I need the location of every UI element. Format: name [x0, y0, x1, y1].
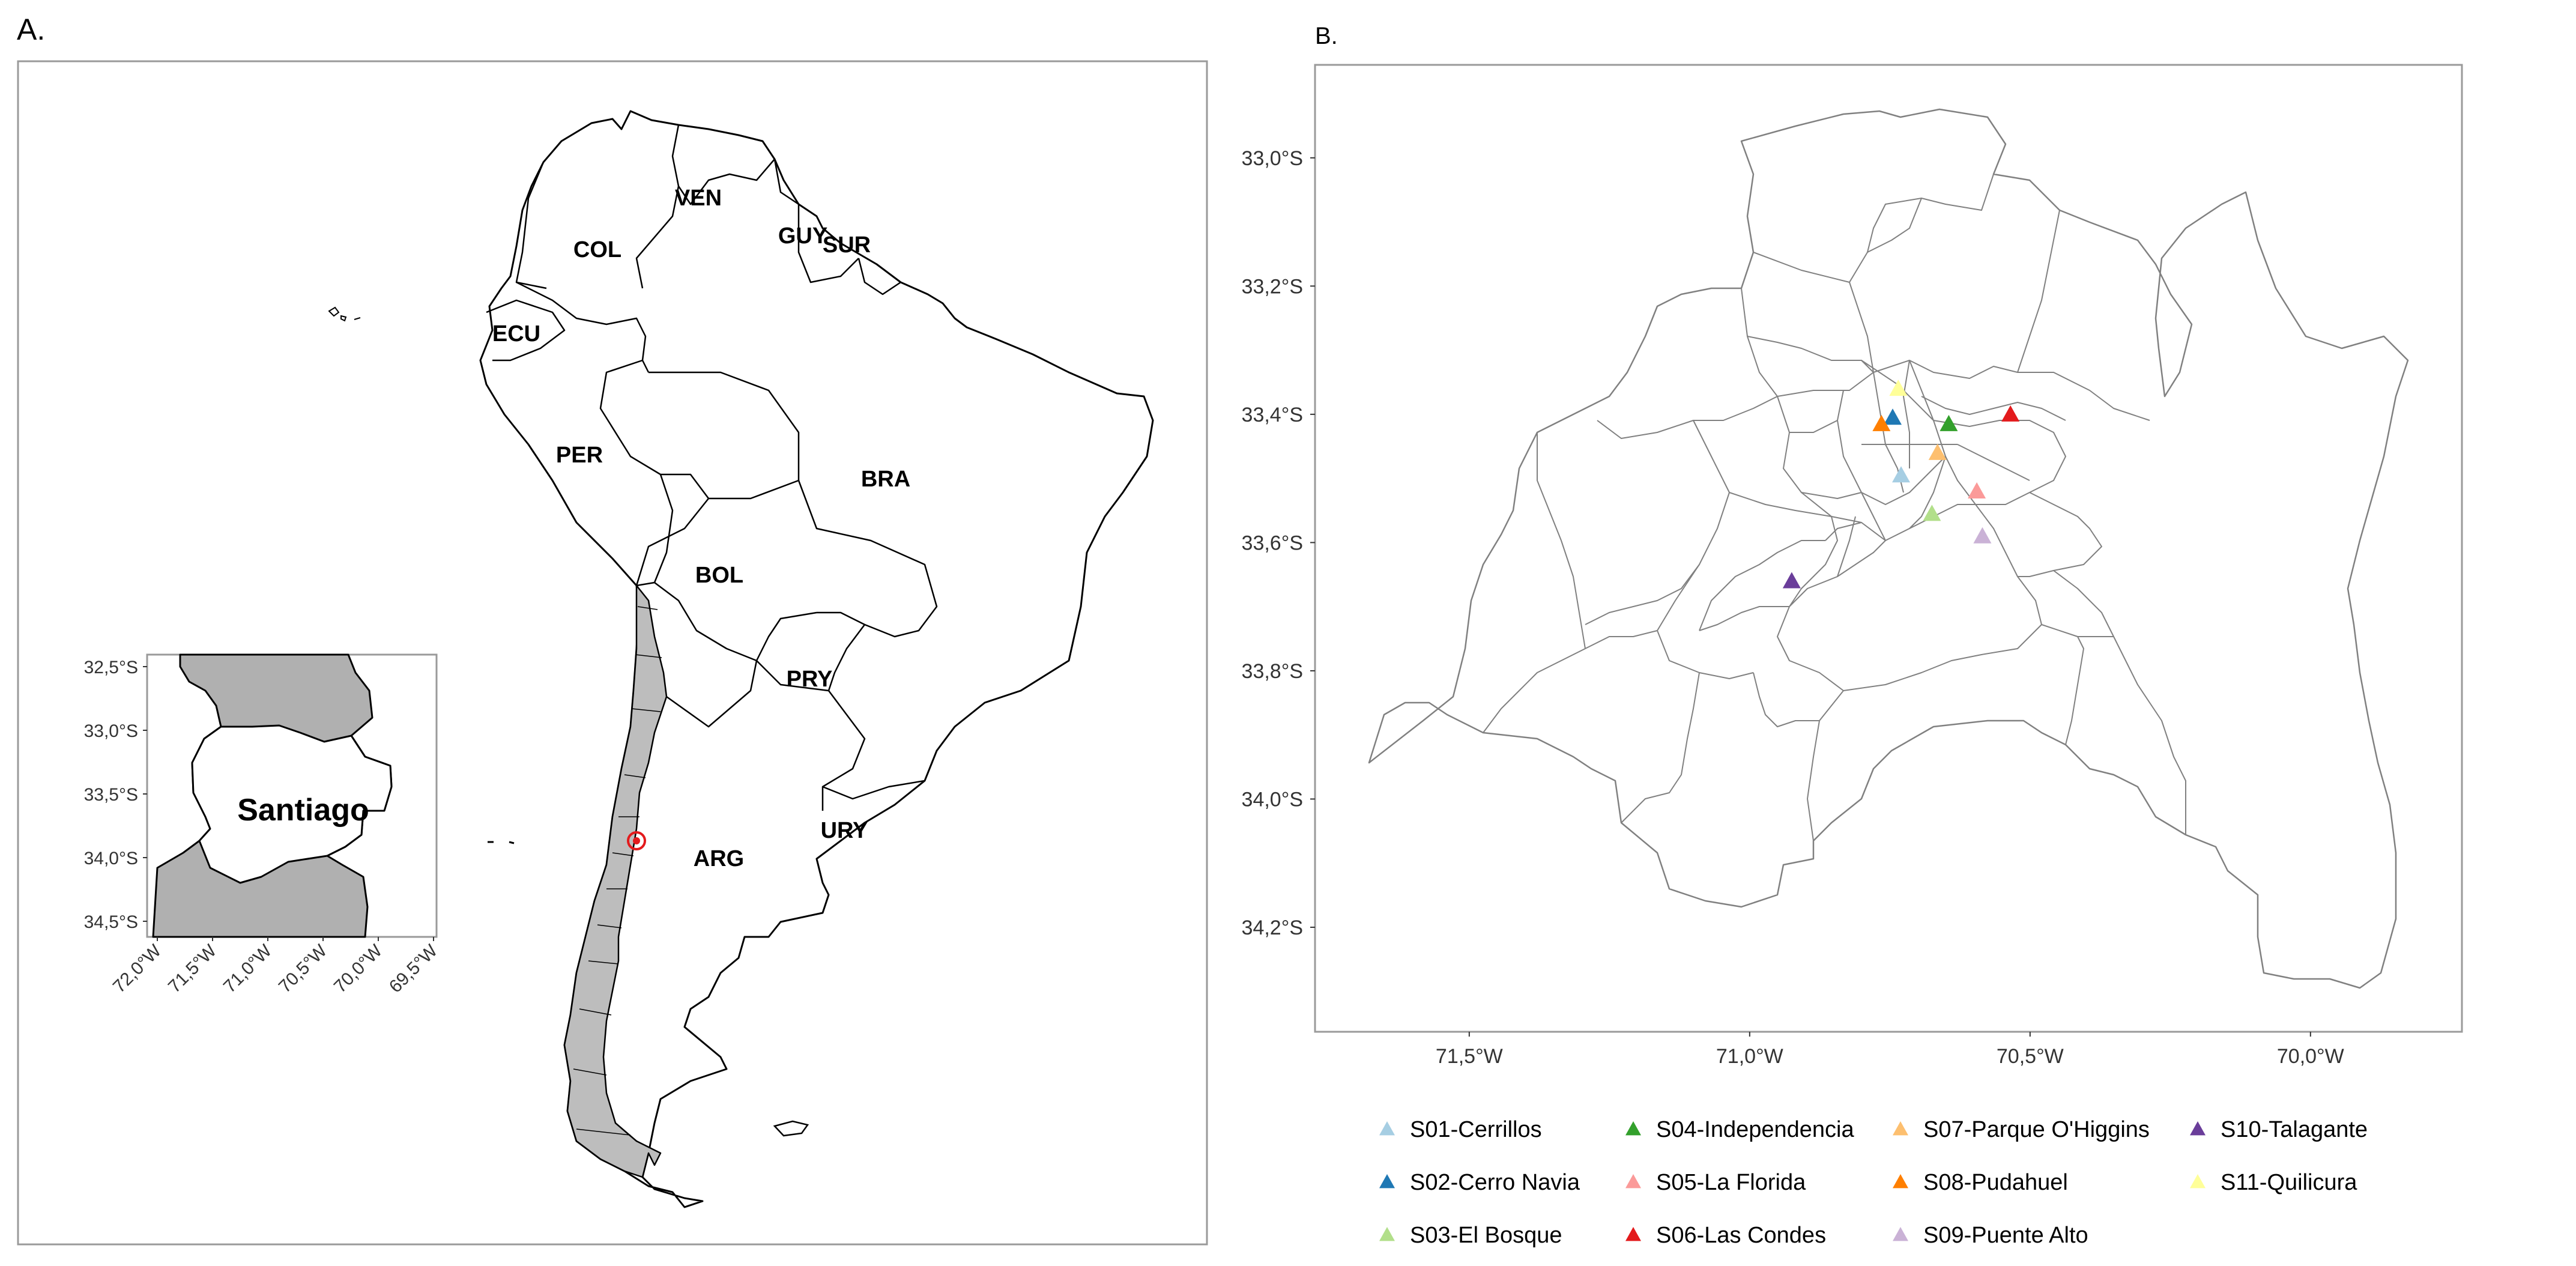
x-tick-label: 70,5°W	[1997, 1045, 2064, 1068]
legend-label: S09-Puente Alto	[1923, 1223, 2088, 1248]
country-label-ven: VEN	[675, 186, 722, 211]
legend-key-triangle	[1379, 1227, 1395, 1241]
legend-item-s05: S05-La Florida	[1625, 1170, 1806, 1195]
x-tick-label: 71,5°W	[1436, 1045, 1503, 1068]
y-tick-label: 34,0°S	[1242, 788, 1303, 811]
falkland-islands	[773, 1120, 809, 1137]
santiago-location-dot	[633, 837, 640, 844]
inset-santiago-region	[191, 724, 393, 884]
station-marker-s08	[1872, 414, 1891, 431]
legend-key-triangle	[1625, 1174, 1641, 1189]
station-marker-s09	[1973, 527, 1992, 544]
chile-region-borders	[573, 606, 662, 1136]
x-tick-label: 71,0°W	[1716, 1045, 1783, 1068]
legend-label: S01-Cerrillos	[1410, 1117, 1542, 1142]
inset-y-tick-label: 34,0°S	[84, 849, 138, 868]
santiago-metro-map: 33,0°S 33,2°S 33,4°S 33,6°S 33,8°S 34,0°S 34,2…	[1242, 64, 2463, 1068]
inset-y-axis: 32,5°S 33,0°S 33,5°S 34,0°S 34,5°S	[84, 658, 147, 932]
commune-boundaries	[1483, 174, 2186, 841]
y-tick-label: 33,0°S	[1242, 147, 1303, 170]
country-label-bra: BRA	[861, 467, 910, 492]
station-marker-s06	[2001, 405, 2020, 422]
station-markers	[1782, 380, 2020, 589]
inset-y-tick-label: 33,5°S	[84, 785, 138, 805]
country-label-bol: BOL	[695, 563, 743, 588]
station-marker-s07	[1928, 443, 1947, 460]
legend-key-triangle	[1379, 1174, 1395, 1189]
station-marker-s03	[1923, 504, 1941, 521]
legend-key-triangle	[1893, 1174, 1908, 1189]
station-marker-s05	[1968, 482, 1986, 498]
x-tick-label: 70,0°W	[2277, 1045, 2344, 1068]
legend-key-triangle	[1893, 1121, 1908, 1136]
legend-item-s09: S09-Puente Alto	[1893, 1223, 2088, 1248]
legend-label: S03-El Bosque	[1410, 1223, 1562, 1248]
legend-label: S11-Quilicura	[2221, 1170, 2357, 1195]
legend-item-s04: S04-Independencia	[1625, 1117, 1854, 1142]
legend-label: S02-Cerro Navia	[1410, 1170, 1580, 1195]
country-label-pry: PRY	[787, 667, 833, 692]
y-tick-label: 33,6°S	[1242, 532, 1303, 554]
legend-item-s01: S01-Cerrillos	[1379, 1117, 1542, 1142]
juan-fernandez-islands	[488, 841, 515, 844]
station-legend: S01-Cerrillos S04-Independencia S07-Parque…	[1379, 1117, 2368, 1248]
legend-key-triangle	[1379, 1121, 1395, 1136]
legend-label: S06-Las Condes	[1656, 1223, 1826, 1248]
country-label-ury: URY	[821, 818, 868, 843]
galapagos-islands	[328, 306, 361, 322]
legend-key-triangle	[1625, 1227, 1641, 1241]
santiago-location-marker	[627, 831, 646, 850]
legend-item-s02: S02-Cerro Navia	[1379, 1170, 1580, 1195]
country-label-col: COL	[573, 237, 621, 262]
panel-b-frame	[1314, 64, 2463, 1033]
inset-title: Santiago	[237, 793, 369, 828]
panel-a-label: A.	[17, 13, 46, 46]
country-borders	[486, 124, 938, 811]
legend-item-s03: S03-El Bosque	[1379, 1223, 1562, 1248]
legend-key-triangle	[2190, 1174, 2206, 1189]
station-marker-s10	[1782, 572, 1801, 589]
legend-key-triangle	[1625, 1121, 1641, 1136]
legend-label: S10-Talagante	[2221, 1117, 2368, 1142]
y-tick-label: 33,2°S	[1242, 275, 1303, 298]
legend-label: S05-La Florida	[1656, 1170, 1806, 1195]
legend-item-s06: S06-Las Condes	[1625, 1223, 1826, 1248]
inset-y-tick-label: 34,5°S	[84, 912, 138, 932]
legend-item-s07: S07-Parque O'Higgins	[1893, 1117, 2150, 1142]
legend-label: S07-Parque O'Higgins	[1923, 1117, 2150, 1142]
metro-region-outline	[1368, 108, 2409, 989]
legend-label: S08-Pudahuel	[1923, 1170, 2068, 1195]
legend-key-triangle	[2190, 1121, 2206, 1136]
y-tick-label: 34,2°S	[1242, 916, 1303, 939]
legend-item-s11: S11-Quilicura	[2190, 1170, 2357, 1195]
y-tick-label: 33,4°S	[1242, 404, 1303, 426]
panel-b-x-axis: 71,5°W 71,0°W 70,5°W 70,0°W	[1436, 1032, 2344, 1068]
legend-item-s08: S08-Pudahuel	[1893, 1170, 2068, 1195]
station-marker-s01	[1892, 466, 1911, 483]
country-label-guy: GUY	[778, 223, 827, 249]
station-marker-s11	[1889, 380, 1908, 396]
legend-item-s10: S10-Talagante	[2190, 1117, 2368, 1142]
south-america-map: COL VEN GUY SUR ECU PER BRA BOL PRY URY …	[17, 60, 1208, 1246]
y-tick-label: 33,8°S	[1242, 660, 1303, 683]
legend-key-triangle	[1893, 1227, 1908, 1241]
country-labels: COL VEN GUY SUR ECU PER BRA BOL PRY URY …	[492, 186, 910, 871]
station-marker-s02	[1884, 408, 1902, 425]
panel-b-label: B.	[1315, 23, 1338, 49]
country-label-arg: ARG	[694, 846, 744, 871]
inset-y-tick-label: 32,5°S	[84, 658, 138, 677]
legend-label: S04-Independencia	[1656, 1117, 1854, 1142]
station-marker-s04	[1940, 414, 1958, 431]
country-label-ecu: ECU	[492, 321, 540, 347]
country-label-sur: SUR	[823, 232, 871, 258]
panel-b-y-axis: 33,0°S 33,2°S 33,4°S 33,6°S 33,8°S 34,0°S 34,2…	[1242, 147, 1315, 939]
inset-y-tick-label: 33,0°S	[84, 721, 138, 741]
country-label-per: PER	[556, 443, 603, 468]
